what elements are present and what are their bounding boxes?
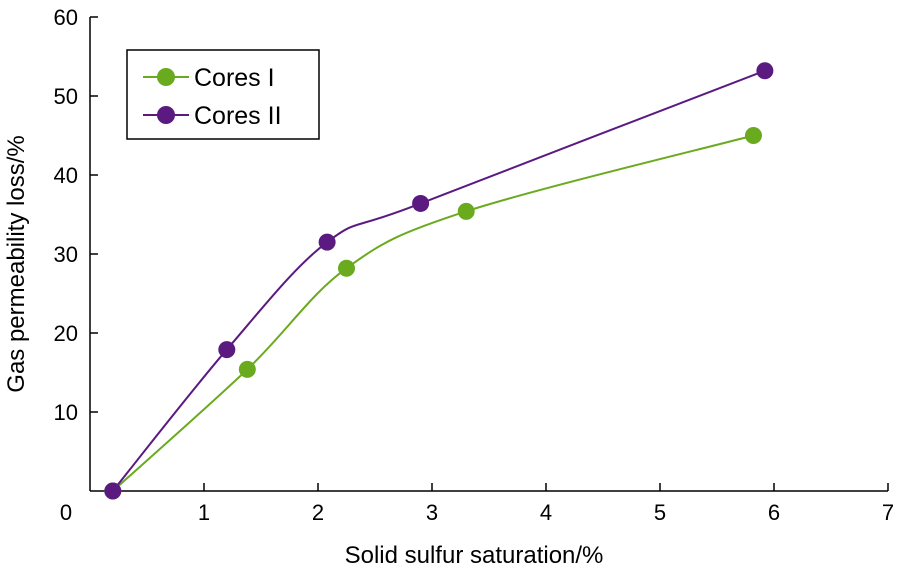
y-tick-label: 60	[54, 5, 78, 30]
legend-label-cores-ii: Cores II	[194, 102, 282, 130]
y-tick-label: 10	[54, 400, 78, 425]
data-point-cores-i	[238, 360, 256, 378]
series-line-cores-ii	[112, 69, 766, 492]
x-tick-label: 0	[60, 500, 72, 525]
legend-box	[126, 49, 320, 140]
x-tick-label: 5	[654, 500, 666, 525]
x-tick-label: 2	[312, 500, 324, 525]
legend-marker-cores-i	[157, 68, 175, 86]
y-tick-label: 30	[54, 242, 78, 267]
data-point-cores-ii	[104, 482, 122, 500]
series-points	[104, 62, 774, 500]
x-tick-label: 3	[426, 500, 438, 525]
legend-item-cores-i: Cores I	[143, 64, 275, 92]
x-tick-label: 4	[540, 500, 552, 525]
data-point-cores-ii	[412, 194, 430, 212]
x-tick-label: 7	[882, 500, 894, 525]
legend-label-cores-i: Cores I	[194, 64, 275, 92]
y-ticks: 10 20 30 40 50 60	[54, 5, 98, 425]
series-line-cores-i	[112, 134, 754, 492]
y-tick-label: 50	[54, 84, 78, 109]
data-point-cores-ii	[218, 341, 236, 359]
y-axis-label: Gas permeability loss/%	[3, 135, 30, 392]
legend: Cores I Cores II	[126, 49, 320, 140]
data-point-cores-i	[744, 127, 762, 144]
x-tick-label: 6	[768, 500, 780, 525]
legend-item-cores-ii: Cores II	[143, 102, 282, 130]
x-ticks: 0 1 2 3 4 5 6 7	[60, 483, 894, 525]
data-point-cores-ii	[756, 62, 774, 80]
series-lines	[112, 69, 766, 492]
legend-marker-cores-ii	[157, 106, 175, 124]
data-point-cores-i	[338, 259, 355, 277]
y-tick-label: 40	[54, 163, 78, 188]
x-axis-label: Solid sulfur saturation/%	[345, 542, 604, 569]
data-point-cores-ii	[318, 233, 336, 251]
y-tick-label: 20	[54, 321, 78, 346]
data-point-cores-i	[457, 202, 475, 220]
x-tick-label: 1	[198, 500, 210, 525]
